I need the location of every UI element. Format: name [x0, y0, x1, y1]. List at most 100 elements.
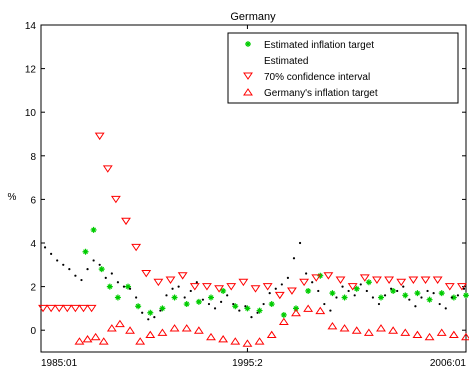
data-point	[292, 257, 296, 260]
data-point	[371, 296, 375, 299]
data-point	[56, 259, 59, 262]
data-point	[329, 290, 336, 297]
data-point	[135, 303, 142, 310]
y-tick-label: 8	[30, 152, 36, 163]
data-point	[54, 304, 65, 313]
data-point	[208, 294, 214, 301]
y-tick-label: 10	[25, 108, 37, 119]
data-point	[242, 339, 253, 347]
legend-label: Germany's inflation target	[264, 88, 378, 99]
data-point	[232, 302, 235, 306]
data-point	[268, 292, 271, 295]
data-point	[408, 298, 411, 301]
legend-label: Estimated	[264, 56, 308, 67]
x-tick-label: 1985:01	[41, 358, 78, 369]
plot-frame	[40, 24, 467, 353]
data-point	[169, 324, 180, 332]
data-point	[90, 226, 97, 233]
data-point	[165, 276, 176, 284]
data-point	[323, 272, 334, 280]
data-point	[74, 274, 77, 277]
series-0	[82, 226, 469, 318]
data-point	[266, 330, 277, 339]
data-point	[351, 326, 362, 334]
data-point	[457, 283, 467, 291]
data-point	[378, 294, 384, 301]
data-point	[159, 309, 162, 312]
data-point	[280, 283, 283, 286]
legend-marker	[243, 88, 253, 96]
data-point	[286, 276, 290, 279]
data-point	[359, 274, 370, 282]
y-tick-label: 6	[30, 195, 36, 206]
data-point	[432, 276, 443, 284]
data-point	[232, 303, 239, 310]
data-point	[122, 285, 126, 288]
data-point	[244, 305, 251, 312]
data-point	[353, 294, 356, 297]
data-point	[94, 132, 105, 141]
data-point	[293, 305, 299, 312]
data-point	[98, 263, 101, 266]
data-point	[384, 276, 395, 284]
data-point	[448, 330, 459, 339]
data-point	[278, 317, 289, 325]
data-point	[238, 278, 249, 287]
data-point	[226, 294, 229, 297]
data-point	[438, 302, 441, 306]
data-point	[444, 283, 455, 291]
data-point	[125, 283, 132, 290]
data-point	[396, 278, 407, 287]
data-point	[274, 287, 277, 290]
data-point	[90, 332, 101, 341]
data-point	[177, 285, 180, 288]
series-3	[43, 241, 466, 321]
data-point	[327, 321, 338, 330]
data-point	[463, 292, 469, 299]
data-point	[341, 285, 344, 288]
data-point	[74, 337, 85, 345]
data-point	[106, 324, 117, 332]
data-point	[426, 296, 433, 303]
data-point	[262, 302, 265, 306]
data-point	[335, 296, 338, 299]
data-point	[402, 285, 405, 288]
data-point	[412, 330, 423, 339]
legend-marker	[245, 41, 251, 47]
data-point	[438, 290, 445, 297]
data-point	[305, 287, 312, 294]
data-point	[408, 276, 419, 284]
data-point	[420, 276, 431, 284]
data-point	[82, 335, 93, 343]
data-point	[335, 276, 346, 284]
data-point	[218, 335, 229, 343]
data-point	[125, 326, 135, 334]
data-point	[426, 289, 429, 293]
data-point	[214, 285, 225, 293]
data-point	[206, 332, 216, 341]
axes: 0 2 4 6 8 10 12 14 1985:01 1995:2 2006:01	[25, 21, 467, 369]
data-point	[116, 281, 120, 284]
data-point	[82, 248, 89, 255]
data-point	[220, 300, 223, 303]
data-point	[141, 270, 152, 278]
data-point	[135, 337, 146, 345]
data-point	[153, 278, 164, 287]
data-point	[131, 243, 142, 252]
data-point	[68, 268, 71, 271]
data-point	[102, 165, 113, 173]
data-point	[128, 287, 132, 290]
data-point	[177, 272, 188, 280]
data-point	[80, 278, 83, 282]
data-point	[98, 266, 105, 273]
data-point	[46, 304, 57, 313]
data-point	[287, 287, 297, 295]
legend-label: 70% confidence interval	[264, 72, 370, 83]
data-point	[159, 305, 166, 312]
data-point	[311, 274, 322, 282]
data-point	[353, 285, 360, 292]
data-point	[372, 276, 382, 284]
legend: Estimated inflation target Estimated 70% c…	[227, 32, 459, 104]
data-point	[114, 294, 121, 301]
